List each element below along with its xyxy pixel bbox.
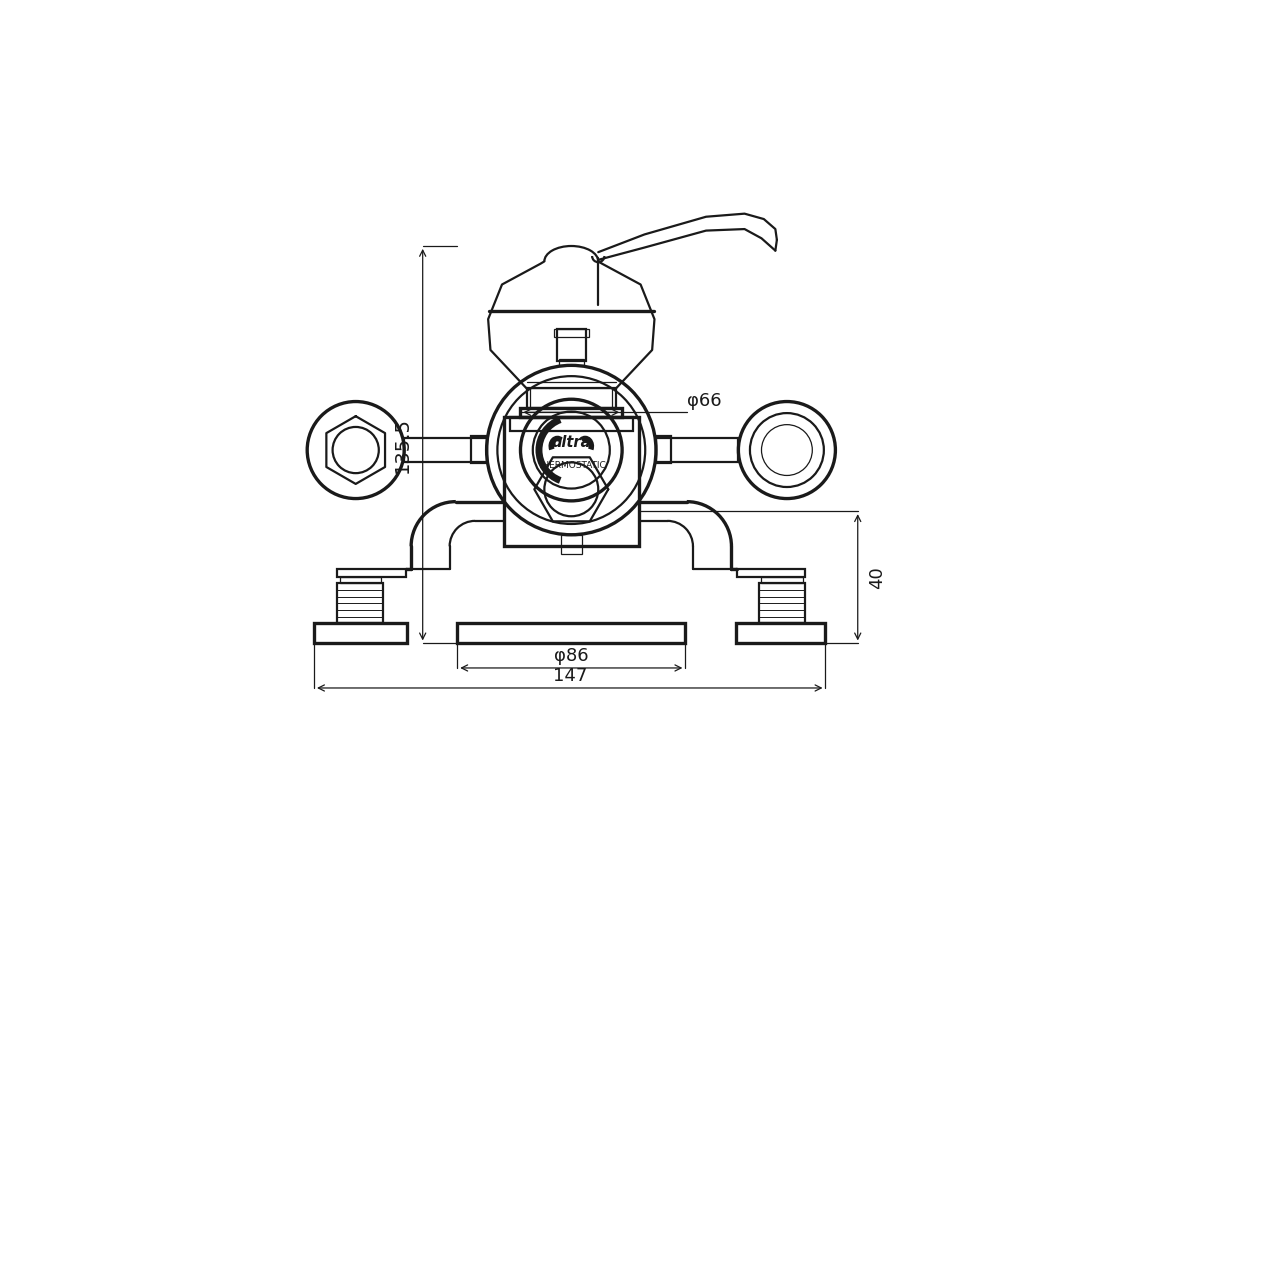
Bar — [557, 329, 586, 361]
Bar — [530, 388, 612, 408]
Text: φ86: φ86 — [554, 646, 589, 664]
Text: 40: 40 — [869, 566, 887, 589]
Bar — [509, 417, 632, 431]
Bar — [559, 360, 584, 365]
Bar — [759, 584, 805, 623]
Bar — [762, 577, 803, 584]
Text: 147: 147 — [553, 667, 588, 685]
Text: ultra: ultra — [552, 435, 591, 449]
Bar — [521, 408, 622, 417]
Bar — [736, 623, 826, 644]
Bar — [737, 570, 805, 577]
Bar — [337, 570, 406, 577]
Bar — [457, 623, 685, 644]
Bar — [657, 436, 672, 463]
Bar — [526, 388, 616, 408]
Bar — [339, 577, 381, 584]
Bar — [314, 623, 407, 644]
Bar — [561, 535, 582, 554]
Bar — [553, 329, 589, 337]
Bar — [404, 439, 486, 462]
Text: THERMOSTATIC: THERMOSTATIC — [536, 461, 605, 470]
Bar — [337, 584, 384, 623]
Bar — [657, 439, 739, 462]
Bar — [471, 436, 486, 463]
Text: 135.5: 135.5 — [393, 417, 412, 472]
Bar — [503, 417, 639, 547]
Text: φ66: φ66 — [687, 392, 722, 410]
